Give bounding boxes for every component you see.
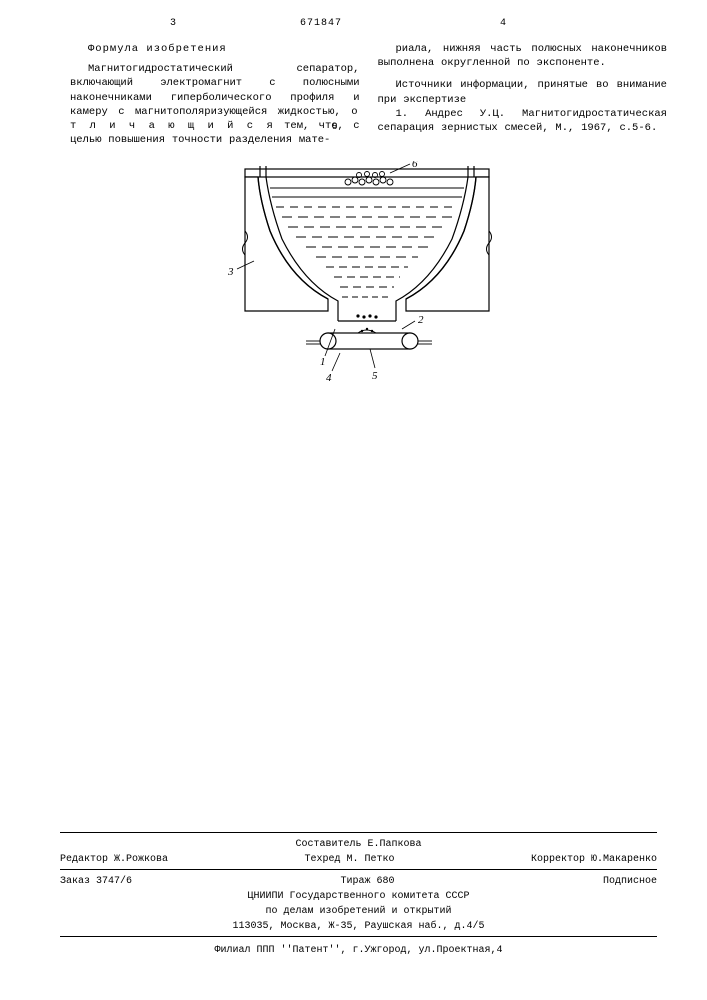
fig-label-1: 1 xyxy=(320,356,326,368)
col-number-left: 3 xyxy=(170,18,176,29)
formula-heading: Формула изобретения xyxy=(70,42,360,56)
imprint-block: Составитель Е.Папкова Редактор Ж.Рожкова… xyxy=(60,830,657,958)
separator-diagram: 1 2 3 4 5 6 xyxy=(210,161,525,393)
divider xyxy=(60,832,657,833)
corrector: Корректор Ю.Макаренко xyxy=(531,852,657,867)
compiler-line: Составитель Е.Папкова xyxy=(60,837,657,852)
editor: Редактор Ж.Рожкова xyxy=(60,852,168,867)
reference-1: 1. Андрес У.Ц. Магнитогидроста­тическая … xyxy=(378,107,668,135)
techred: Техред М. Петко xyxy=(304,852,394,867)
col-number-right: 4 xyxy=(500,18,506,29)
org-line-1: ЦНИИПИ Государственного комитета СССР xyxy=(60,889,657,904)
fig-label-4: 4 xyxy=(326,372,332,384)
divider xyxy=(60,936,657,937)
claim-part1: Магнитогидростатический сепара­тор, вклю… xyxy=(70,63,360,118)
document-number: 671847 xyxy=(300,18,342,29)
branch-line: Филиал ППП ''Патент'', г.Ужгород, ул.Про… xyxy=(60,943,657,958)
left-column: Формула изобретения Магнитогидростатичес… xyxy=(70,42,360,147)
org-line-2: по делам изобретений и открытий xyxy=(60,904,657,919)
fig-label-6: 6 xyxy=(412,161,418,170)
figure: 1 2 3 4 5 6 xyxy=(210,161,525,397)
right-column: риала, нижняя часть полюсных нако­нечник… xyxy=(378,42,668,147)
line-marker-5: 5 xyxy=(332,122,337,132)
fig-label-2: 2 xyxy=(418,314,424,326)
circulation: Тираж 680 xyxy=(340,874,394,889)
subscription: Подписное xyxy=(603,874,657,889)
fig-label-5: 5 xyxy=(372,370,378,382)
divider xyxy=(60,869,657,870)
claim-cont: риала, нижняя часть полюсных нако­нечник… xyxy=(378,42,668,70)
text-columns: Формула изобретения Магнитогидростатичес… xyxy=(70,42,667,147)
order-number: Заказ 3747/6 xyxy=(60,874,132,889)
claim-text: Магнитогидростатический сепара­тор, вклю… xyxy=(70,62,360,147)
sources-heading: Источники информации, принятые во вниман… xyxy=(378,78,668,106)
fig-label-3: 3 xyxy=(227,266,234,278)
address: 113035, Москва, Ж-35, Раушская наб., д.4… xyxy=(60,919,657,934)
